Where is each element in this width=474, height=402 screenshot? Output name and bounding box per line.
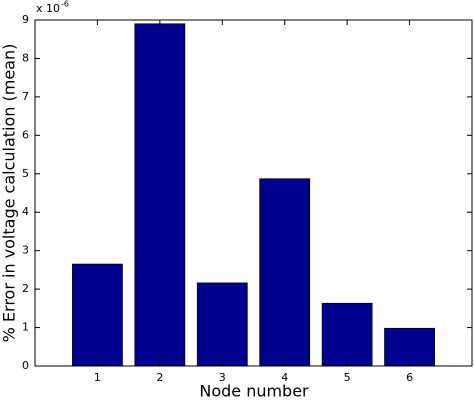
bar [321, 302, 373, 367]
x-tick-label: 2 [156, 371, 163, 384]
bar [384, 327, 435, 367]
x-tick-label: 1 [94, 371, 101, 384]
x-tick-label: 3 [219, 371, 226, 384]
x-axis-label: Node number [199, 382, 309, 401]
y-axis-label: % Error in voltage calculation (mean) [0, 44, 19, 343]
bar [134, 23, 186, 367]
bar [72, 263, 123, 367]
y-tick-label: 2 [22, 282, 29, 295]
y-tick-label: 9 [22, 13, 29, 26]
y-tick-label: 1 [22, 321, 29, 334]
y-tick-label: 7 [22, 90, 29, 103]
axes-box [34, 19, 473, 367]
x-tick-label: 6 [406, 371, 413, 384]
bar [259, 178, 311, 367]
x-tick-label: 5 [344, 371, 351, 384]
y-tick-label: 6 [22, 128, 29, 141]
y-tick-label: 5 [22, 167, 29, 180]
y-scale-label: x 10 [36, 2, 60, 15]
y-tick-label: 0 [22, 359, 29, 372]
y-scale-exponent: -6 [61, 0, 69, 9]
bar [196, 282, 248, 367]
x-tick-label: 4 [281, 371, 288, 384]
y-tick-label: 8 [22, 51, 29, 64]
y-tick-label: 4 [22, 205, 29, 218]
y-tick-label: 3 [22, 244, 29, 257]
